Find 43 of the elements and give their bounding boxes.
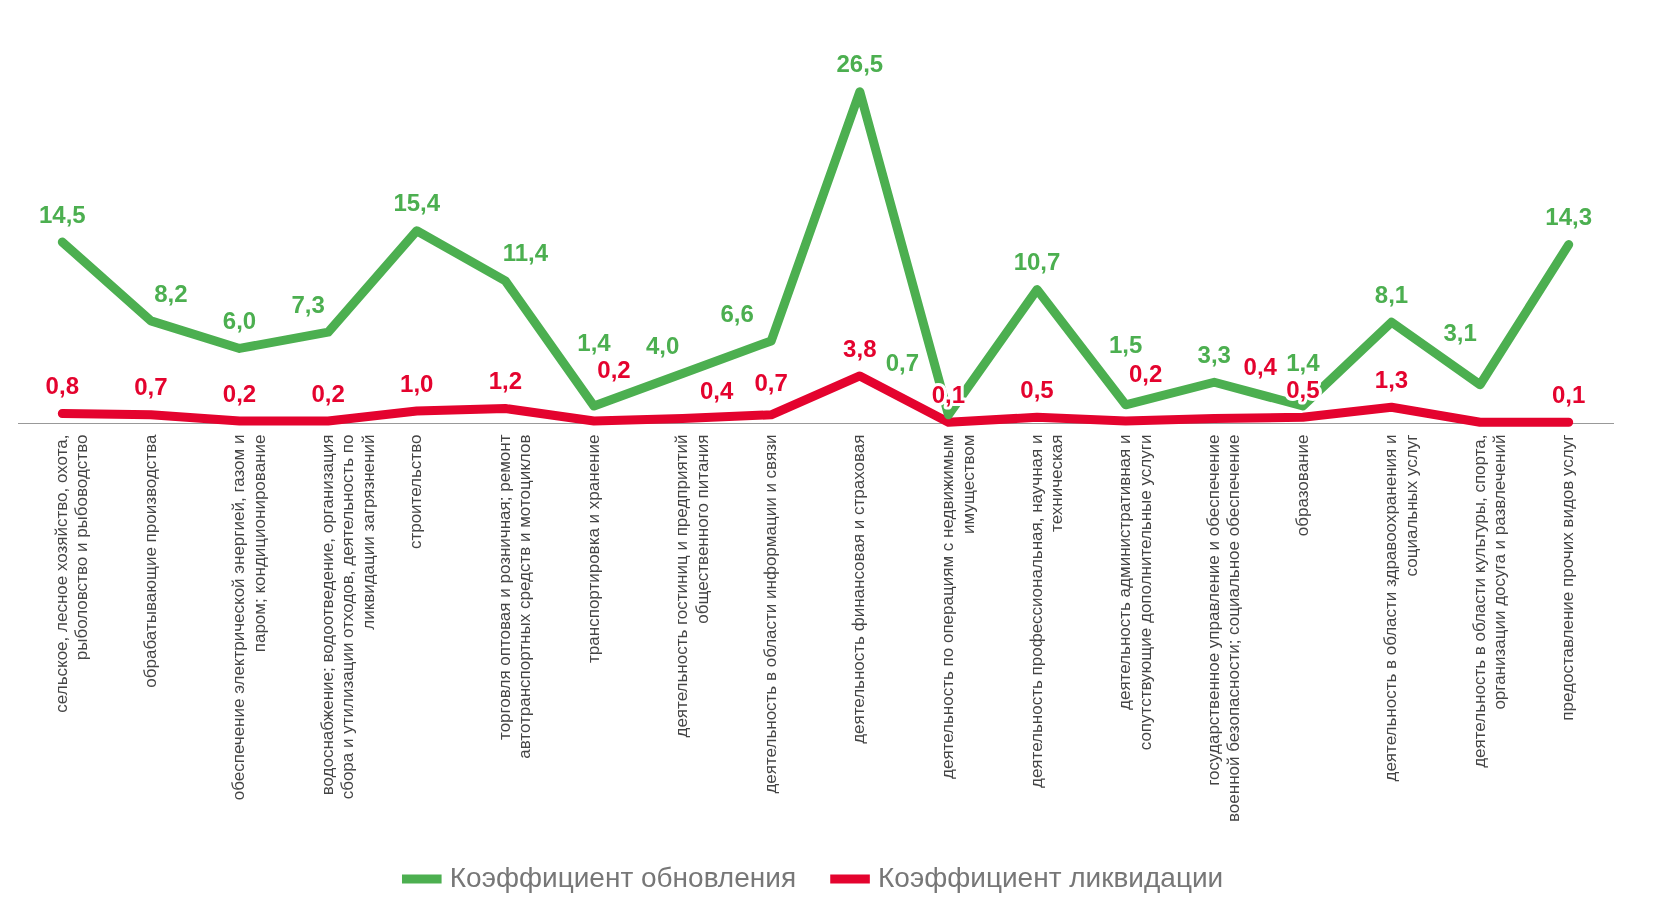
x-tick-label: обрабатывающие производства [140,434,160,688]
x-tick-label: образование [1292,434,1312,537]
data-label: 3,3 [1197,340,1231,368]
data-label: 8,2 [154,279,188,307]
data-label: 1,4 [577,328,612,356]
data-label: 8,1 [1374,280,1409,308]
data-label: 0,8 [45,372,79,400]
data-label: 10,7 [1013,248,1061,276]
x-tick-label: деятельность в области информации и связи [760,434,780,794]
data-label: 0,2 [222,379,257,407]
data-label: 0,4 [1243,353,1278,381]
data-label: 0,7 [754,369,788,397]
data-label: 0,2 [597,355,631,383]
data-label: 0,4 [699,377,734,405]
data-label: 14,3 [1545,203,1593,231]
data-label: 4,0 [645,332,680,360]
x-tick-label: строительство [406,434,426,550]
data-label: 0,7 [134,373,168,401]
data-label: 1,5 [1108,331,1143,359]
data-label: 1,3 [1374,365,1409,393]
data-label: 0,2 [311,379,345,407]
x-tick-label: деятельность финансовая и страховая [849,434,869,744]
data-label: 1,4 [1286,348,1321,376]
legend-label: Коэффициент ликвидации [878,861,1224,893]
data-label: 11,4 [502,239,549,267]
data-label: 6,6 [720,299,754,327]
data-label: 3,8 [843,334,877,362]
data-label: 7,3 [291,290,325,318]
x-tick-label: сельское, лесное хозяйство, охота, рыболовство и рыбоводство [51,434,92,713]
data-label: 26,5 [836,50,884,78]
data-label: 14,5 [38,200,86,228]
data-label: 1,2 [488,367,523,395]
data-label: 15,4 [393,189,441,217]
data-label: 0,2 [1128,359,1163,387]
data-label: 0,7 [885,349,920,377]
x-tick-label: транспортировка и хранение [583,434,603,663]
data-label: 3,1 [1443,319,1477,347]
x-tick-label: предоставление прочих видов услуг [1558,434,1578,721]
data-label: 0,1 [1552,380,1586,408]
data-label: 0,5 [1020,375,1054,403]
data-label: 1,0 [400,369,434,397]
data-label: 6,0 [222,307,257,335]
legend-label: Коэффициент обновления [449,861,797,893]
